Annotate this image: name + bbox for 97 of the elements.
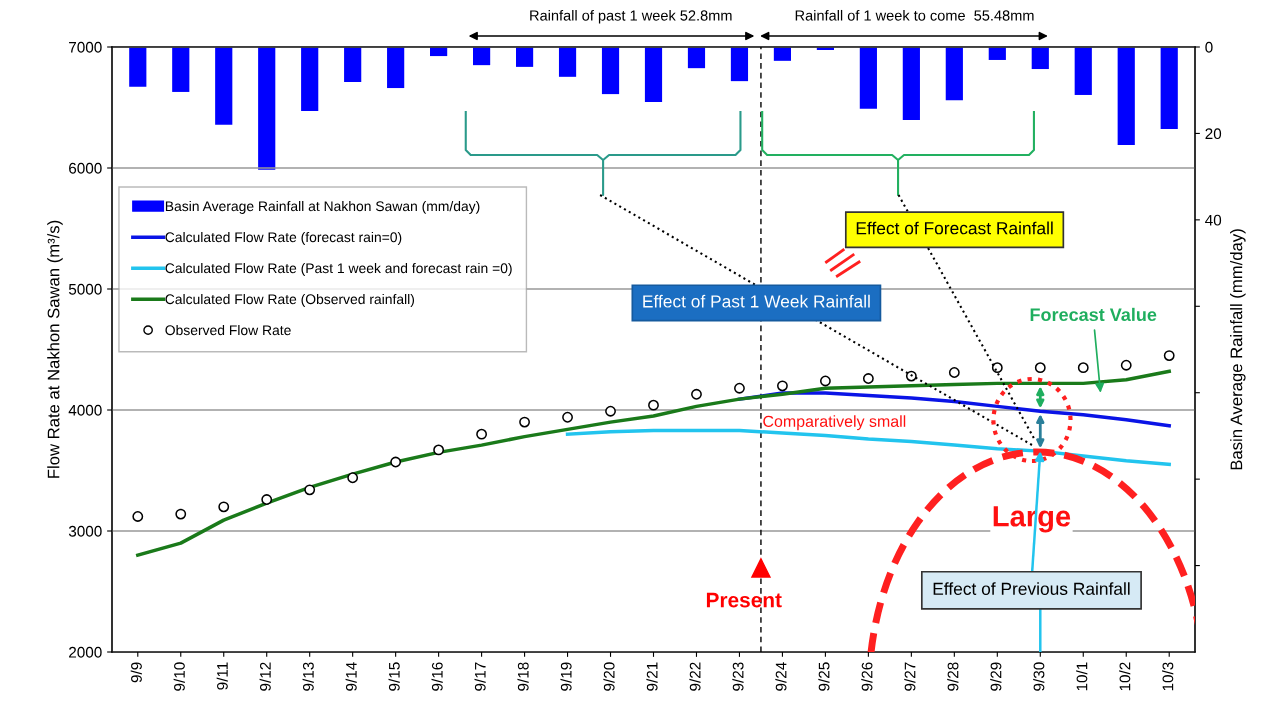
x-tick-label: 9/27 [904,662,916,691]
bar [473,47,491,66]
x-tick-label: 10/3 [1162,662,1174,691]
point [691,388,702,400]
x-tick-label: 9/13 [302,662,314,691]
text: Rainfall of 1 week to come 55.48mm [795,9,1034,21]
point [734,382,745,394]
y-tick-label: 6000 [69,162,102,174]
legend-label: Observed Flow Rate [165,324,291,336]
x-tick-label: 9/30 [1033,662,1045,691]
bar [215,47,233,125]
line-series [136,369,1171,557]
y2-tick-label: 0 [1205,41,1213,53]
annotation: Forecast Value [1030,307,1157,322]
point [519,416,530,428]
point [605,405,616,417]
x-tick-label: 9/23 [732,662,744,691]
bar [172,47,190,92]
x-tick-label: 9/25 [818,662,830,691]
bar [344,47,362,82]
point [347,472,359,484]
legend-label: Calculated Flow Rate (Observed rainfall) [165,293,415,307]
y-axis-title: Flow Rate at Nakhon Sawan (m³/s) [47,220,63,478]
bar [945,47,963,101]
bar [988,47,1006,60]
text: Rainfall of past 1 week 52.8mm [530,9,732,24]
x-tick-label: 9/11 [216,662,228,690]
bar [1160,47,1178,130]
x-tick-label: 9/18 [517,662,529,691]
x-tick-label: 9/21 [646,662,658,691]
bar [1031,47,1049,70]
x-tick-label: 9/24 [775,662,787,691]
point [132,511,144,522]
y-tick-label: 4000 [68,404,102,416]
point [562,411,573,423]
point [218,501,230,513]
x-tick-label: 9/29 [990,662,1002,691]
y2-axis-title: Basin Average Rainfall (mm/day) [1230,229,1246,470]
point [1163,350,1175,361]
point [390,456,402,468]
x-tick-label: 9/19 [560,662,572,691]
point [433,444,445,456]
x-tick-label: 9/22 [689,662,701,691]
bar [902,47,920,121]
annotation: Effect of Forecast Rainfall [856,221,1053,235]
x-tick-label: 10/2 [1119,662,1131,691]
point [1120,359,1132,371]
annotation: Comparatively small [763,415,906,431]
point [1034,362,1046,374]
point [905,370,917,382]
ref-line-label: Present [706,592,782,608]
x-tick-label: 9/12 [259,662,271,691]
bar [687,47,706,69]
point [862,373,874,384]
bar [387,47,405,89]
y-tick-label: 2000 [69,646,102,658]
y-tick-label: 3000 [68,525,102,537]
x-tick-label: 9/20 [603,662,615,691]
bar [515,47,534,67]
bar [730,47,749,82]
bar [301,47,319,111]
y2-tick-label: 40 [1205,214,1222,226]
x-tick-label: 9/14 [345,662,357,691]
x-tick-label: 9/10 [173,662,185,691]
legend-label: Basin Average Rainfall at Nakhon Sawan (mm/day) [165,200,480,214]
point [819,375,831,387]
x-tick-label: 9/15 [388,662,400,691]
bar [601,47,620,95]
bar [644,47,663,102]
x-tick-label: 9/17 [474,662,486,691]
point [476,428,488,440]
legend-label: Calculated Flow Rate (Past 1 week and forecast rain =0) [165,262,512,276]
annotation: Effect of Past 1 Week Rainfall [643,294,870,308]
point [304,484,316,496]
bar [859,47,877,109]
bar [558,47,577,77]
x-tick-label: 9/16 [431,662,443,691]
point [777,380,788,392]
x-tick-label: 10/1 [1076,662,1088,691]
point [948,367,960,378]
bar [129,47,147,87]
x-tick-label: 9/28 [947,662,959,691]
point [648,399,659,411]
y2-tick-label: 20 [1205,128,1222,140]
x-tick-label: 9/9 [130,662,142,683]
y-tick-label: 5000 [68,283,102,295]
x-tick-label: 9/26 [861,662,873,691]
bar [1074,47,1092,95]
legend-label: Calculated Flow Rate (forecast rain=0) [165,231,402,245]
bar [258,47,276,170]
bar [773,47,792,61]
y-tick-label: 7000 [69,41,102,53]
point [175,508,187,520]
bar [1117,47,1135,146]
point [261,494,273,505]
point [1077,362,1089,374]
annotation: Effect of Previous Rainfall [933,582,1130,595]
